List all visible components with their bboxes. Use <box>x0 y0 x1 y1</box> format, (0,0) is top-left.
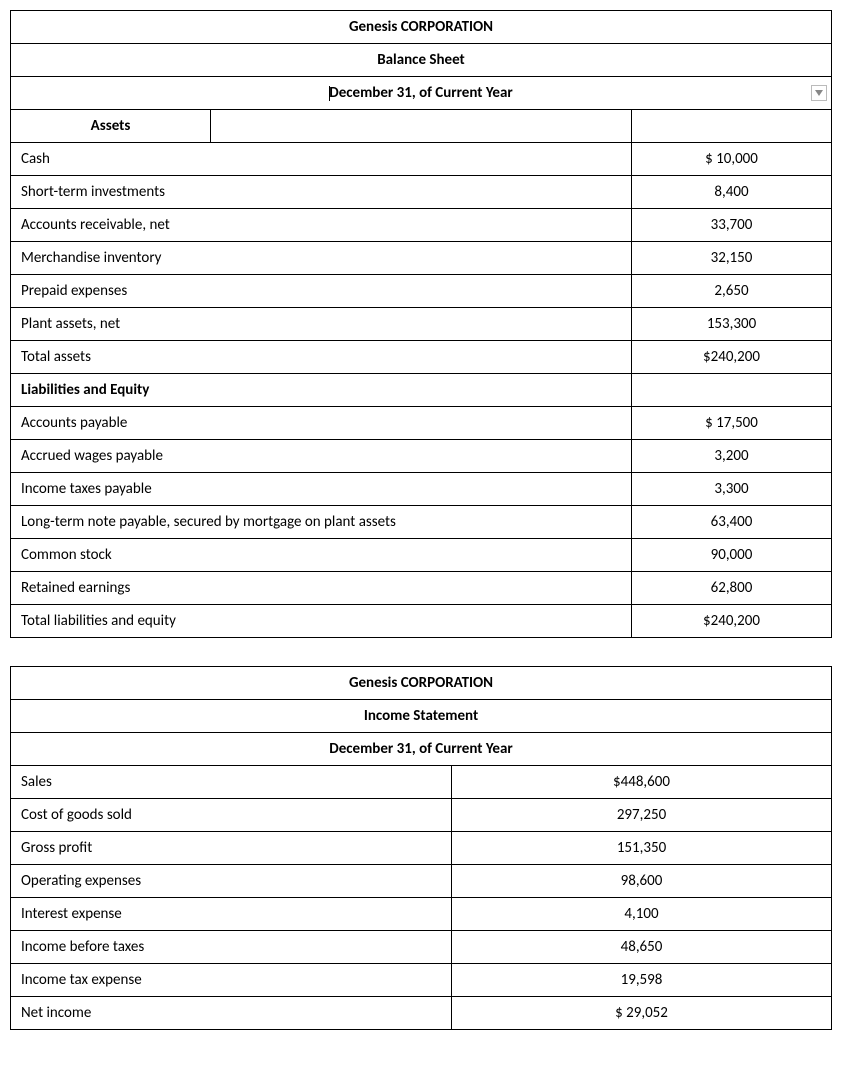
bs-title: Balance Sheet <box>11 44 832 77</box>
table-row: Retained earnings62,800 <box>11 572 832 605</box>
row-label: Interest expense <box>11 898 452 931</box>
table-row: Net income$ 29,052 <box>11 997 832 1030</box>
table-row: Income taxes payable3,300 <box>11 473 832 506</box>
row-label: Accounts payable <box>11 407 632 440</box>
row-label: Income before taxes <box>11 931 452 964</box>
row-value: 3,200 <box>632 440 832 473</box>
table-row: Total liabilities and equity$240,200 <box>11 605 832 638</box>
row-label: Cash <box>11 143 632 176</box>
chevron-down-icon[interactable] <box>811 85 827 101</box>
table-row: Income tax expense19,598 <box>11 964 832 997</box>
row-label: Net income <box>11 997 452 1030</box>
row-value: $240,200 <box>632 605 832 638</box>
row-label: Accounts receivable, net <box>11 209 632 242</box>
row-value: 153,300 <box>632 308 832 341</box>
row-value: 151,350 <box>452 832 832 865</box>
table-row: Cost of goods sold297,250 <box>11 799 832 832</box>
empty-cell <box>632 374 832 407</box>
row-label: Plant assets, net <box>11 308 632 341</box>
row-value: 98,600 <box>452 865 832 898</box>
balance-sheet-table: Genesis CORPORATION Balance Sheet Decemb… <box>10 10 832 638</box>
table-row: Sales$448,600 <box>11 766 832 799</box>
table-row: Short-term investments8,400 <box>11 176 832 209</box>
row-value: 3,300 <box>632 473 832 506</box>
row-label: Short-term investments <box>11 176 632 209</box>
table-row: Merchandise inventory32,150 <box>11 242 832 275</box>
row-value: 90,000 <box>632 539 832 572</box>
table-row: Long-term note payable, secured by mortg… <box>11 506 832 539</box>
bs-liab-header: Liabilities and Equity <box>11 374 632 407</box>
row-value: 297,250 <box>452 799 832 832</box>
table-row: Gross profit151,350 <box>11 832 832 865</box>
row-label: Sales <box>11 766 452 799</box>
row-label: Total liabilities and equity <box>11 605 632 638</box>
row-value: 62,800 <box>632 572 832 605</box>
table-row: Interest expense4,100 <box>11 898 832 931</box>
row-label: Operating expenses <box>11 865 452 898</box>
table-row: Operating expenses98,600 <box>11 865 832 898</box>
row-value: 32,150 <box>632 242 832 275</box>
bs-company: Genesis CORPORATION <box>11 11 832 44</box>
row-label: Prepaid expenses <box>11 275 632 308</box>
row-value: 4,100 <box>452 898 832 931</box>
table-row: Accounts payable$ 17,500 <box>11 407 832 440</box>
row-value: $448,600 <box>452 766 832 799</box>
table-row: Accrued wages payable3,200 <box>11 440 832 473</box>
row-value: 2,650 <box>632 275 832 308</box>
row-label: Cost of goods sold <box>11 799 452 832</box>
is-title: Income Statement <box>11 700 832 733</box>
row-label: Long-term note payable, secured by mortg… <box>11 506 632 539</box>
table-row: Total assets$240,200 <box>11 341 832 374</box>
table-row: Plant assets, net153,300 <box>11 308 832 341</box>
bs-date: December 31, of Current Year <box>329 84 512 102</box>
bs-date-cell[interactable]: December 31, of Current Year <box>11 77 832 110</box>
row-label: Gross profit <box>11 832 452 865</box>
is-date: December 31, of Current Year <box>11 733 832 766</box>
row-value: 19,598 <box>452 964 832 997</box>
bs-assets-header: Assets <box>11 110 211 143</box>
row-value: 8,400 <box>632 176 832 209</box>
row-label: Income tax expense <box>11 964 452 997</box>
table-row: Cash$ 10,000 <box>11 143 832 176</box>
row-label: Merchandise inventory <box>11 242 632 275</box>
table-row: Common stock90,000 <box>11 539 832 572</box>
income-statement-table: Genesis CORPORATION Income Statement Dec… <box>10 666 832 1030</box>
row-label: Income taxes payable <box>11 473 632 506</box>
row-label: Total assets <box>11 341 632 374</box>
table-row: Prepaid expenses2,650 <box>11 275 832 308</box>
row-value: $ 29,052 <box>452 997 832 1030</box>
row-label: Accrued wages payable <box>11 440 632 473</box>
row-label: Common stock <box>11 539 632 572</box>
row-value: $ 10,000 <box>632 143 832 176</box>
is-company: Genesis CORPORATION <box>11 667 832 700</box>
row-value: $ 17,500 <box>632 407 832 440</box>
row-value: 33,700 <box>632 209 832 242</box>
table-row: Accounts receivable, net33,700 <box>11 209 832 242</box>
row-value: 48,650 <box>452 931 832 964</box>
row-value: 63,400 <box>632 506 832 539</box>
empty-cell <box>211 110 632 143</box>
row-label: Retained earnings <box>11 572 632 605</box>
table-row: Income before taxes48,650 <box>11 931 832 964</box>
row-value: $240,200 <box>632 341 832 374</box>
empty-cell <box>632 110 832 143</box>
